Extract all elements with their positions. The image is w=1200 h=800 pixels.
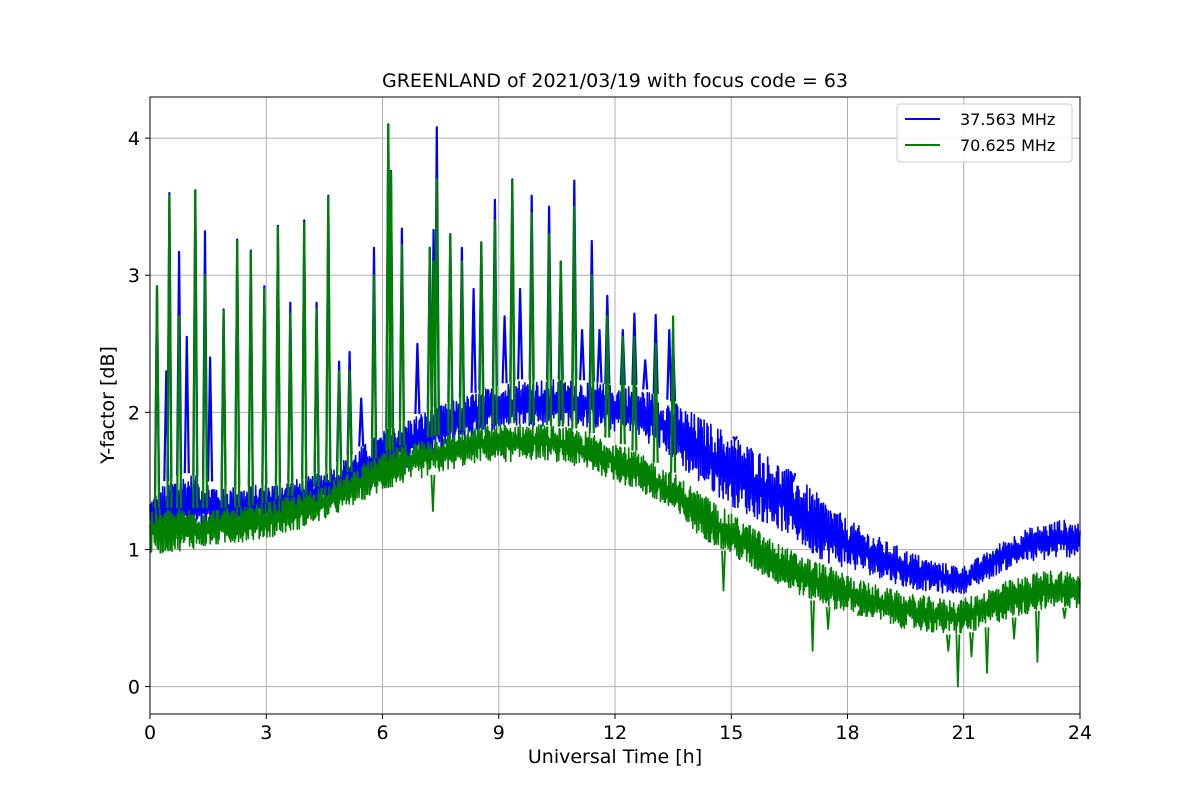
series-1-spike: [358, 397, 365, 447]
y-tick-label: 0: [128, 677, 140, 699]
series-1-spike: [642, 359, 649, 390]
x-tick-label: 21: [952, 722, 976, 744]
series-2-group: [149, 123, 1081, 688]
series-2-spike: [447, 233, 454, 433]
series-2-dip: [984, 627, 990, 674]
series-2-line: [149, 423, 1081, 635]
series-2-spike: [176, 315, 183, 509]
series-2-spike: [631, 335, 638, 451]
series-2-dip: [1062, 607, 1067, 619]
series-2-spike: [619, 335, 626, 445]
y-tick-label: 3: [128, 265, 140, 287]
series-2-spike: [346, 370, 353, 473]
series-2-spike: [670, 315, 677, 473]
series-1-spike: [732, 435, 739, 441]
series-2-spike: [426, 246, 433, 438]
legend-box: [896, 103, 1073, 163]
x-tick-label: 18: [835, 722, 859, 744]
series-2-spike: [153, 285, 161, 509]
series-2-spike: [557, 260, 564, 427]
series-2-spike: [313, 308, 320, 487]
series-2-spike: [458, 260, 465, 432]
series-2-dip: [856, 610, 862, 617]
series-2-spike: [166, 194, 173, 509]
y-axis-title: Y-factor [dB]: [97, 346, 119, 465]
series-1-spike: [470, 287, 477, 393]
legend-label-series-2: 70.625 MHz: [960, 136, 1055, 155]
x-tick-label: 12: [603, 722, 627, 744]
series-1-spike: [517, 287, 524, 380]
y-tick-label: 4: [128, 128, 140, 150]
x-tick-label: 24: [1068, 722, 1092, 744]
legend: 37.563 MHz 70.625 MHz: [896, 103, 1073, 163]
series-1-spike: [666, 329, 673, 400]
series-2-spike: [247, 250, 254, 506]
series-2-spike: [398, 244, 405, 446]
series-2-dip: [825, 607, 831, 630]
y-tick-label: 1: [128, 539, 140, 561]
series-2-dip: [1011, 617, 1017, 640]
series-2-spike: [509, 179, 516, 424]
series-2-spike: [192, 189, 199, 509]
series-2-dip: [810, 600, 815, 652]
series-1-spike: [414, 342, 421, 415]
series-2-spike: [546, 233, 553, 426]
series-2-dip: [430, 474, 436, 512]
series-2-spike: [571, 205, 578, 429]
series-2-spike: [528, 212, 535, 424]
series-1-spike: [501, 315, 508, 384]
series-2-spike: [588, 274, 595, 434]
series-1-spike: [596, 329, 603, 383]
series-2-dip: [969, 632, 974, 658]
series-1-spike: [790, 472, 797, 482]
series-2-spike: [604, 315, 611, 438]
series-2-spike: [261, 287, 268, 504]
series-2-spike: [201, 274, 209, 509]
series-2-spike: [370, 274, 378, 459]
x-tick-label: 9: [493, 722, 505, 744]
x-tick-label: 3: [260, 722, 272, 744]
series-2-spike: [478, 241, 485, 426]
series-2-spike: [220, 309, 227, 509]
series-1-spike: [579, 329, 586, 381]
series-2-spike: [325, 196, 332, 483]
y-tick-label: 2: [128, 402, 140, 424]
plot-series: [149, 123, 1081, 688]
series-1-spike: [183, 335, 190, 474]
legend-label-series-1: 37.563 MHz: [960, 110, 1055, 129]
series-1-spike: [207, 356, 214, 482]
x-axis-title: Universal Time [h]: [528, 746, 702, 768]
x-tick-label: 0: [144, 722, 156, 744]
x-tick-label: 6: [376, 722, 388, 744]
series-2-spike: [491, 219, 498, 424]
series-2-spike: [652, 342, 659, 463]
series-2-spike: [387, 171, 395, 450]
series-2-spike: [433, 178, 440, 436]
x-tick-label: 15: [719, 722, 743, 744]
series-2-spike: [336, 370, 343, 478]
series-2-spike: [287, 312, 294, 497]
series-2-dip: [945, 634, 951, 652]
series-2-dip: [721, 550, 726, 592]
series-2-dip: [955, 634, 961, 688]
series-2-spike: [234, 239, 241, 508]
series-2-dip: [1035, 610, 1040, 663]
series-2-spike: [301, 222, 308, 493]
chart-title: GREENLAND of 2021/03/19 with focus code …: [382, 70, 848, 92]
series-2-spike: [274, 226, 281, 500]
